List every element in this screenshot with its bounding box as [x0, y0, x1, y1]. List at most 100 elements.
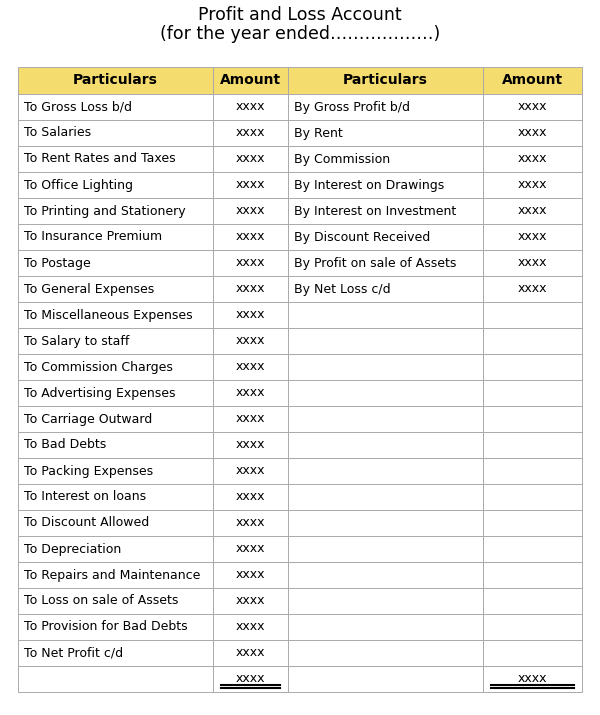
Text: Amount: Amount [502, 74, 563, 87]
Text: By Interest on Drawings: By Interest on Drawings [294, 179, 444, 192]
Bar [18, 276, 213, 302]
Text: xxxx: xxxx [236, 179, 265, 192]
Bar [288, 406, 483, 432]
Bar [213, 536, 288, 562]
Bar [18, 120, 213, 146]
Text: xxxx: xxxx [236, 438, 265, 451]
Bar [18, 588, 213, 614]
Bar [288, 146, 483, 172]
Bar [18, 432, 213, 458]
Text: To Discount Allowed: To Discount Allowed [24, 516, 149, 530]
Text: xxxx: xxxx [236, 360, 265, 373]
Bar [483, 198, 582, 224]
Bar [288, 302, 483, 328]
Bar [288, 510, 483, 536]
Text: xxxx: xxxx [236, 101, 265, 114]
Bar [483, 354, 582, 380]
Text: xxxx: xxxx [236, 516, 265, 530]
Bar [483, 614, 582, 640]
Bar [213, 354, 288, 380]
Text: xxxx: xxxx [236, 127, 265, 139]
Text: By Gross Profit b/d: By Gross Profit b/d [294, 101, 410, 114]
Bar [18, 484, 213, 510]
Text: To Advertising Expenses: To Advertising Expenses [24, 387, 176, 400]
Bar [288, 484, 483, 510]
Bar [18, 510, 213, 536]
Bar [483, 640, 582, 666]
Text: By Discount Received: By Discount Received [294, 230, 430, 244]
Bar [18, 146, 213, 172]
Bar [483, 510, 582, 536]
Bar [288, 67, 483, 94]
Bar [288, 94, 483, 120]
Bar [288, 354, 483, 380]
Text: Amount: Amount [220, 74, 281, 87]
Text: xxxx: xxxx [518, 127, 547, 139]
Text: To Depreciation: To Depreciation [24, 543, 121, 556]
Bar [213, 380, 288, 406]
Text: xxxx: xxxx [518, 282, 547, 295]
Text: xxxx: xxxx [518, 204, 547, 217]
Bar [213, 406, 288, 432]
Text: By Rent: By Rent [294, 127, 343, 139]
Text: To Interest on loans: To Interest on loans [24, 490, 146, 503]
Bar [18, 406, 213, 432]
Text: To Salary to staff: To Salary to staff [24, 335, 130, 347]
Bar [213, 172, 288, 198]
Text: Profit and Loss Account: Profit and Loss Account [198, 6, 402, 24]
Bar [483, 146, 582, 172]
Text: xxxx: xxxx [236, 204, 265, 217]
Bar [483, 406, 582, 432]
Text: xxxx: xxxx [236, 152, 265, 165]
Bar [288, 666, 483, 692]
Text: To Insurance Premium: To Insurance Premium [24, 230, 162, 244]
Text: By Interest on Investment: By Interest on Investment [294, 204, 456, 217]
Bar [18, 250, 213, 276]
Text: By Net Loss c/d: By Net Loss c/d [294, 282, 391, 295]
Bar [213, 120, 288, 146]
Text: xxxx: xxxx [236, 257, 265, 270]
Bar [483, 588, 582, 614]
Bar [288, 224, 483, 250]
Text: To Repairs and Maintenance: To Repairs and Maintenance [24, 568, 200, 581]
Text: xxxx: xxxx [518, 673, 547, 686]
Bar [483, 276, 582, 302]
Bar [288, 276, 483, 302]
Bar [483, 484, 582, 510]
Bar [18, 562, 213, 588]
Text: To Rent Rates and Taxes: To Rent Rates and Taxes [24, 152, 176, 165]
Text: xxxx: xxxx [518, 230, 547, 244]
Bar [288, 198, 483, 224]
Text: To Loss on sale of Assets: To Loss on sale of Assets [24, 594, 178, 608]
Bar [288, 588, 483, 614]
Bar [18, 328, 213, 354]
Bar [213, 484, 288, 510]
Bar [288, 458, 483, 484]
Bar [483, 536, 582, 562]
Text: To Bad Debts: To Bad Debts [24, 438, 106, 451]
Text: Particulars: Particulars [343, 74, 428, 87]
Bar [213, 94, 288, 120]
Text: By Profit on sale of Assets: By Profit on sale of Assets [294, 257, 457, 270]
Bar [288, 172, 483, 198]
Bar [213, 458, 288, 484]
Text: To Provision for Bad Debts: To Provision for Bad Debts [24, 621, 188, 633]
Bar [288, 640, 483, 666]
Text: To Printing and Stationery: To Printing and Stationery [24, 204, 185, 217]
Bar [483, 94, 582, 120]
Bar [483, 666, 582, 692]
Bar [483, 172, 582, 198]
Bar [18, 198, 213, 224]
Bar [483, 250, 582, 276]
Text: To Salaries: To Salaries [24, 127, 91, 139]
Bar [18, 380, 213, 406]
Text: To Postage: To Postage [24, 257, 91, 270]
Bar [483, 458, 582, 484]
Bar [18, 536, 213, 562]
Bar [288, 562, 483, 588]
Bar [288, 120, 483, 146]
Text: Particulars: Particulars [73, 74, 158, 87]
Bar [18, 666, 213, 692]
Bar [18, 614, 213, 640]
Bar [213, 146, 288, 172]
